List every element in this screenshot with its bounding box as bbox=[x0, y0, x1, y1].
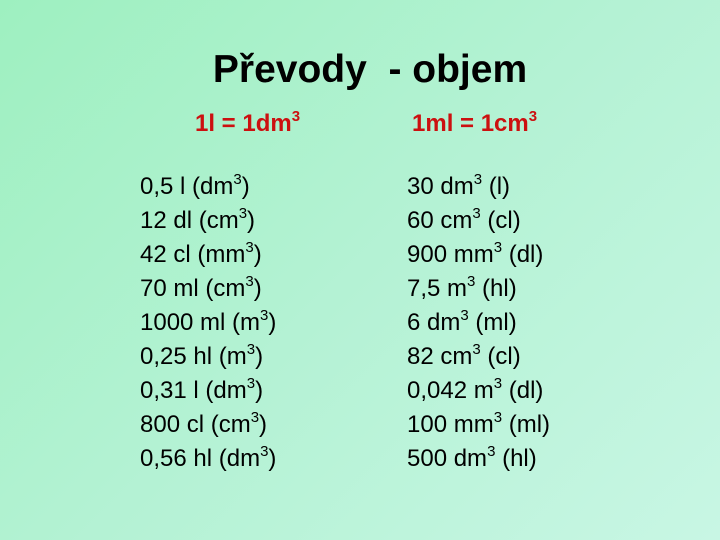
conversion-item: 30 dm3 (l) bbox=[407, 171, 550, 207]
text: 60 cm bbox=[407, 207, 473, 234]
text: 0,5 l (dm bbox=[140, 173, 234, 200]
text: ) bbox=[268, 309, 277, 336]
text: 0,56 hl (dm bbox=[140, 445, 261, 472]
slide-title: Převody - objem bbox=[212, 48, 528, 91]
conversion-item: 100 mm3 (ml) bbox=[407, 409, 551, 445]
text: (cl) bbox=[480, 343, 521, 370]
superscript: 3 bbox=[246, 375, 256, 392]
column-header: 1ml = 1cm3 bbox=[412, 108, 538, 138]
text: (hl) bbox=[475, 275, 517, 302]
superscript: 3 bbox=[245, 273, 254, 290]
text: 100 mm bbox=[407, 411, 494, 438]
superscript: 3 bbox=[291, 108, 301, 125]
conversion-item: 42 cl (mm3) bbox=[140, 239, 276, 275]
conversion-item: 0,25 hl (m3) bbox=[140, 341, 276, 377]
text: 1ml = 1cm bbox=[412, 110, 529, 137]
text: (ml) bbox=[468, 309, 517, 336]
superscript: 3 bbox=[245, 239, 254, 256]
text: 1000 ml (m bbox=[140, 309, 261, 336]
conversion-item: 800 cl (cm3) bbox=[140, 409, 276, 445]
text: 30 dm bbox=[407, 173, 474, 200]
superscript: 3 bbox=[493, 239, 503, 256]
conversion-item: 0,5 l (dm3) bbox=[140, 171, 276, 207]
conversion-item: 500 dm3 (hl) bbox=[407, 443, 550, 479]
text: (l) bbox=[482, 173, 511, 200]
superscript: 3 bbox=[528, 108, 538, 125]
conversion-item: 7,5 m3 (hl) bbox=[407, 273, 550, 309]
conversion-item: 60 cm3 (cl) bbox=[407, 205, 550, 241]
text: 0,31 l (dm bbox=[140, 377, 247, 404]
text: ) bbox=[241, 173, 250, 200]
superscript: 3 bbox=[493, 409, 503, 426]
text: 82 cm bbox=[407, 343, 473, 370]
conversion-item: 12 dl (cm3) bbox=[140, 205, 276, 241]
conversion-list: 0,5 l (dm3) 12 dl (cm3) 42 cl (mm3) 70 ml (… bbox=[140, 171, 277, 479]
text: (dl) bbox=[502, 377, 544, 404]
superscript: 3 bbox=[493, 375, 503, 392]
text: ) bbox=[253, 241, 262, 268]
text: 12 dl (cm bbox=[140, 207, 239, 234]
text: ) bbox=[255, 377, 264, 404]
superscript: 3 bbox=[473, 171, 483, 188]
text: (cl) bbox=[480, 207, 521, 234]
superscript: 3 bbox=[487, 443, 496, 460]
conversion-item: 1000 ml (m3) bbox=[140, 307, 277, 343]
text: 500 dm bbox=[407, 445, 488, 472]
conversion-item: 70 ml (cm3) bbox=[140, 273, 276, 309]
text: 900 mm bbox=[407, 241, 494, 268]
text: 70 ml (cm bbox=[140, 275, 246, 302]
text: ) bbox=[255, 343, 264, 370]
conversion-item: 0,042 m3 (dl) bbox=[407, 375, 550, 411]
conversion-item: 0,31 l (dm3) bbox=[140, 375, 276, 411]
conversion-item: 900 mm3 (dl) bbox=[407, 239, 550, 275]
text: ) bbox=[259, 411, 268, 438]
text: 800 cl (cm bbox=[140, 411, 251, 438]
text: ) bbox=[247, 207, 256, 234]
text: (dl) bbox=[502, 241, 544, 268]
superscript: 3 bbox=[238, 205, 248, 222]
text: 6 dm bbox=[407, 309, 461, 336]
superscript: 3 bbox=[472, 341, 481, 358]
text: 0,25 hl (m bbox=[140, 343, 247, 370]
superscript: 3 bbox=[460, 307, 469, 324]
superscript: 3 bbox=[260, 443, 269, 460]
column-header: 1l = 1dm3 bbox=[195, 108, 301, 138]
text: 7,5 m bbox=[407, 275, 468, 302]
superscript: 3 bbox=[250, 409, 260, 426]
conversion-list: 30 dm3 (l) 60 cm3 (cl) 900 mm3 (dl) 7,5 m3 … bbox=[407, 171, 551, 479]
conversion-item: 6 dm3 (ml) bbox=[407, 307, 550, 343]
text: ) bbox=[253, 275, 262, 302]
superscript: 3 bbox=[260, 307, 269, 324]
text: ) bbox=[268, 445, 277, 472]
text: 0,042 m bbox=[407, 377, 494, 404]
superscript: 3 bbox=[233, 171, 242, 188]
superscript: 3 bbox=[467, 273, 476, 290]
superscript: 3 bbox=[246, 341, 256, 358]
conversion-item: 0,56 hl (dm3) bbox=[140, 443, 277, 479]
text: (hl) bbox=[495, 445, 537, 472]
superscript: 3 bbox=[472, 205, 481, 222]
text: (ml) bbox=[502, 411, 551, 438]
text: 1l = 1dm bbox=[195, 110, 292, 137]
conversion-item: 82 cm3 (cl) bbox=[407, 341, 550, 377]
text: 42 cl (mm bbox=[140, 241, 246, 268]
